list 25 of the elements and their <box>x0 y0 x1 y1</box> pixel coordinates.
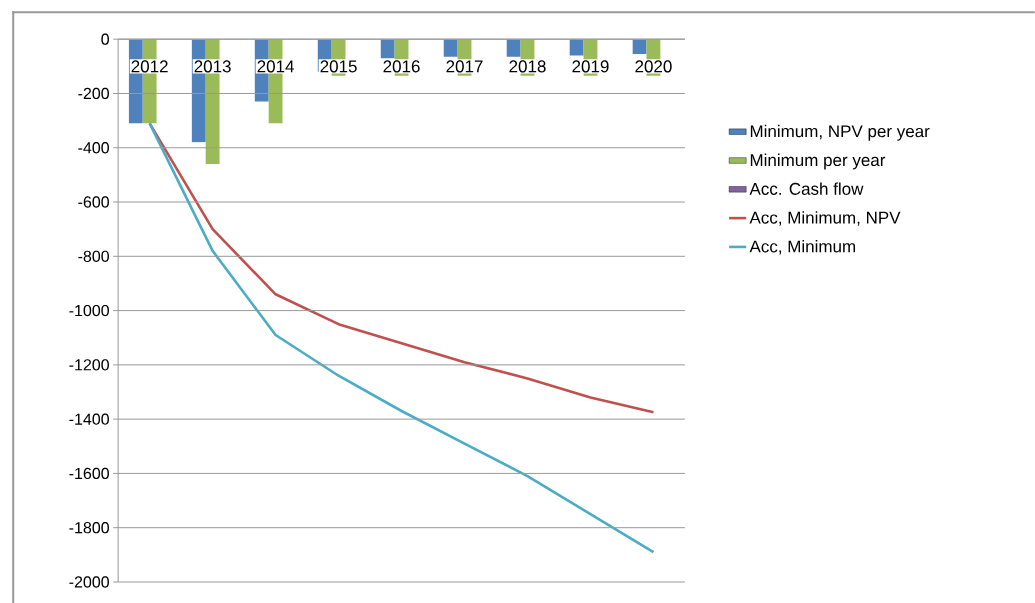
legend-label: Acc. Cash flow <box>749 182 864 195</box>
x-tick-label: 2018 <box>509 60 546 73</box>
y-tick-label: -600 <box>78 196 109 208</box>
x-tick-label: 2020 <box>635 60 672 73</box>
y-tick-label: -1000 <box>69 304 109 317</box>
y-tick-label: -1400 <box>69 413 109 425</box>
legend-label: Acc, Minimum, NPV <box>749 211 901 226</box>
y-tick-label: -1600 <box>69 467 109 480</box>
legend-label: Minimum per year <box>750 153 886 170</box>
x-tick-label: 2015 <box>320 60 357 73</box>
y-tick-label: -2000 <box>69 576 109 588</box>
x-tick-label: 2016 <box>383 60 420 73</box>
x-tick-label: 2019 <box>572 60 609 73</box>
y-tick-label: -200 <box>78 87 109 100</box>
x-tick-label: 2014 <box>257 60 294 73</box>
y-tick-label: 0 <box>101 33 109 45</box>
y-tick-label: -800 <box>78 250 109 262</box>
legend-label: Acc, Minimum <box>749 239 856 255</box>
y-tick-label: -400 <box>78 142 109 154</box>
x-tick-label: 2017 <box>446 60 483 73</box>
y-tick-label: -1800 <box>69 521 109 534</box>
x-tick-label: 2013 <box>194 60 231 73</box>
legend-label: Minimum, NPV per year <box>750 124 930 141</box>
y-tick-label: -1200 <box>69 359 109 371</box>
x-tick-label: 2012 <box>131 60 168 73</box>
